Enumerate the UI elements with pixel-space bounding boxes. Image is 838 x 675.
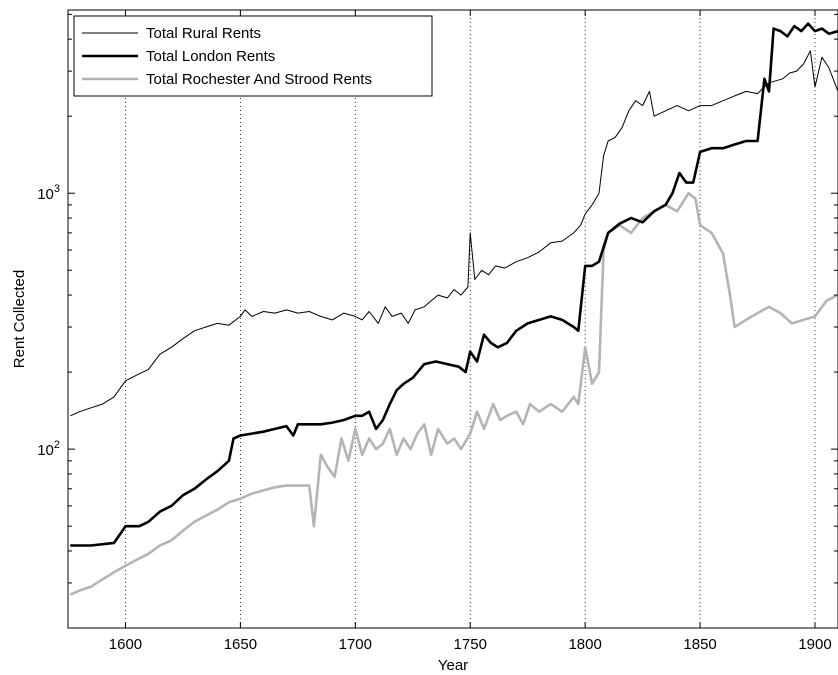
y-tick-label: 103 [37,183,60,203]
series-layer [69,22,838,596]
x-tick-label: 1600 [109,636,142,653]
x-axis-title: Year [438,657,468,674]
y-axis-title: Rent Collected [11,270,28,368]
x-axis-ticks: 1600 1650 1700 1750 1800 1850 1900 [109,10,832,653]
series-line-1 [70,22,838,547]
legend: Total Rural Rents Total London Rents Total… [73,15,433,97]
x-tick-label: 1800 [568,636,601,653]
y-tick-label: 102 [37,439,60,459]
series-line-2 [69,191,838,596]
y-axis-ticks: 102 103 [37,13,838,629]
plot-area [67,9,838,629]
x-tick-label: 1750 [454,636,487,653]
vertical-gridlines [125,10,816,628]
x-tick-label: 1650 [224,636,257,653]
x-tick-label: 1700 [339,636,372,653]
legend-label-2: Total Rochester And Strood Rents [146,71,372,88]
x-tick-label: 1850 [683,636,716,653]
x-tick-label: 1900 [798,636,831,653]
legend-label-1: Total London Rents [146,48,275,65]
legend-label-0: Total Rural Rents [146,25,261,42]
series-line-0 [70,50,838,417]
